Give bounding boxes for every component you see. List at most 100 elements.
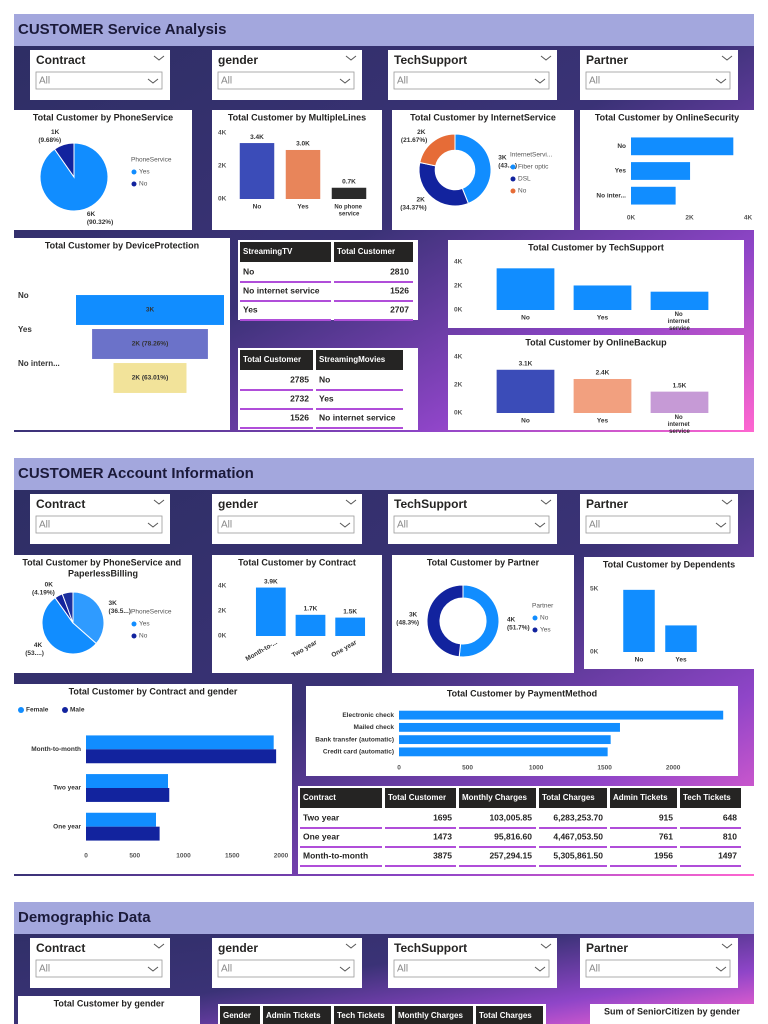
slice <box>53 142 75 179</box>
slicer-dropdown <box>35 959 163 978</box>
chevron <box>534 78 546 84</box>
x-tick-label: 0K <box>627 215 636 222</box>
table-cell: No internet service <box>319 412 396 422</box>
slicer-dropdown <box>585 71 731 90</box>
slicer-label: TechSupport <box>394 941 467 955</box>
y-tick-label: Credit card (automatic) <box>323 749 394 756</box>
table-cell: 103,005.85 <box>489 812 532 822</box>
chevron <box>534 966 546 972</box>
table-header-cell <box>476 1006 543 1024</box>
category-label: Yes <box>18 325 32 334</box>
section-header <box>14 14 754 46</box>
data-label: 3K (48.3%) <box>396 611 419 626</box>
table-cell: 2785 <box>290 374 309 384</box>
x-tick-label: No <box>635 657 644 664</box>
chevron <box>147 966 159 972</box>
y-tick-label: 4K <box>218 583 227 590</box>
legend-title: InternetServi... <box>510 152 552 159</box>
slicer-value: All <box>221 964 232 975</box>
x-tick-label: 500 <box>462 765 473 772</box>
chart-panel <box>590 1004 754 1024</box>
chart-panel <box>584 557 754 669</box>
legend-marker <box>131 181 137 187</box>
legend-marker <box>510 176 516 182</box>
x-tick-label: 0 <box>397 765 401 772</box>
table-cell: 810 <box>723 831 737 841</box>
bar <box>399 747 608 757</box>
legend-marker <box>532 627 538 633</box>
slicer-label: Partner <box>586 53 628 67</box>
x-tick-label: No phone service <box>334 204 363 217</box>
chart-panel <box>392 555 574 673</box>
bar <box>573 285 632 310</box>
data-label: 3.0K <box>296 141 310 148</box>
table-cell: 4,467,053.50 <box>553 831 603 841</box>
slicer-label: Partner <box>586 941 628 955</box>
legend-label: No <box>540 615 549 622</box>
legend-label: No <box>139 633 148 640</box>
bar <box>255 587 286 636</box>
slicer-label: Contract <box>36 53 85 67</box>
bar <box>295 614 326 636</box>
table-cell: Two year <box>303 812 340 822</box>
slicer-label: Partner <box>586 497 628 511</box>
table-cell: Yes <box>243 304 258 314</box>
table-cell: 648 <box>723 812 737 822</box>
slicer-dropdown <box>35 515 163 534</box>
chart-title: Total Customer by Dependents <box>603 559 735 569</box>
data-label: 4K (53....) <box>25 642 44 657</box>
slicer-label: Contract <box>36 497 85 511</box>
y-tick-label: 4K <box>218 130 227 137</box>
data-label: 3K (43....) <box>498 154 517 169</box>
slicer-dropdown <box>217 71 355 90</box>
table-cell: One year <box>303 831 340 841</box>
bar <box>86 788 170 802</box>
table-header: Contract <box>303 793 336 802</box>
data-label: 2.4K <box>596 370 610 377</box>
table-cell: No internet service <box>243 285 320 295</box>
bar <box>631 162 691 180</box>
table-cell: 2707 <box>390 304 409 314</box>
y-tick-label: 0K <box>454 410 463 417</box>
slice <box>426 584 464 658</box>
slicer-dropdown <box>393 959 550 978</box>
chevron <box>715 78 727 84</box>
x-tick-label: 1500 <box>597 765 612 772</box>
table-cell: 257,294.15 <box>489 850 532 860</box>
y-tick-label: One year <box>53 823 81 830</box>
table-header-cell <box>539 788 607 808</box>
data-label: 3K (36.5...) <box>109 600 131 615</box>
table-header: Total Charges <box>542 793 595 802</box>
y-tick-label: Two year <box>53 785 81 792</box>
data-label: 0.7K <box>342 178 356 185</box>
chart-title: Total Customer by InternetService <box>410 112 556 122</box>
slicer-dropdown <box>585 959 731 978</box>
slice <box>72 591 105 645</box>
legend-marker <box>131 169 137 175</box>
table-header: Monthly Charges <box>398 1011 463 1020</box>
chevron <box>721 55 733 61</box>
chevron <box>715 522 727 528</box>
legend-marker <box>510 164 516 170</box>
table-header: Total Customer <box>388 793 446 802</box>
bar <box>86 812 157 827</box>
data-label: 2K (21.67%) <box>401 129 427 144</box>
x-tick-label: Yes <box>597 418 609 425</box>
table-header-cell <box>610 788 677 808</box>
data-label: 0K (4.19%) <box>32 581 55 596</box>
legend-label: Yes <box>540 627 551 634</box>
slicer-value: All <box>39 76 50 87</box>
table-cell: 1956 <box>654 850 673 860</box>
x-tick-label: Yes <box>297 204 309 211</box>
x-tick-label: No <box>521 315 530 322</box>
slice <box>41 597 97 655</box>
data-label: 2K (63.01%) <box>132 375 169 382</box>
table-cell: No <box>319 374 330 384</box>
data-label: 3.1K <box>519 360 533 367</box>
table-header: Gender <box>223 1011 251 1020</box>
category-label: No <box>18 291 29 300</box>
data-label: 3K <box>146 307 155 314</box>
y-tick-label: 2K <box>218 163 227 170</box>
y-tick-label: 5K <box>590 586 599 593</box>
